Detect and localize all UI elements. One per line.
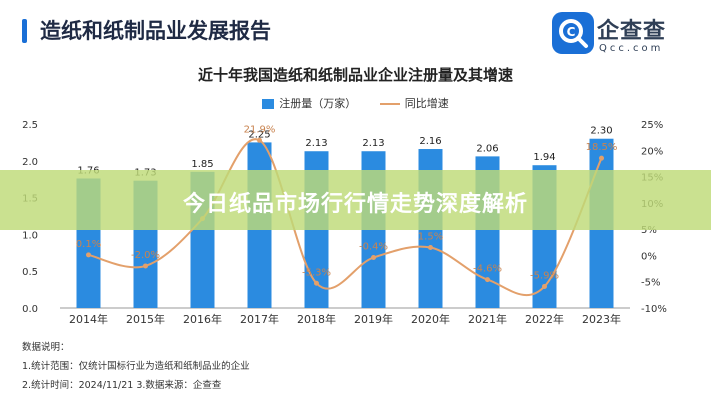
y-right-tick-label: 5%: [641, 225, 657, 236]
chart-title: 近十年我国造纸和纸制品业企业注册量及其增速: [197, 66, 513, 84]
legend-line-swatch: [379, 103, 400, 105]
y-right-tick-label: -5%: [641, 278, 660, 289]
y-left-tick-label: 0.0: [22, 304, 38, 315]
data-notes: 数据说明： 1.统计范围：仅统计国标行业为造纸和纸制品业的企业 2.统计时间：2…: [22, 338, 250, 395]
growth-value-label: -5.3%: [302, 267, 331, 278]
growth-point: [143, 263, 148, 269]
y-left-tick-label: 1.0: [22, 230, 38, 241]
y-left-tick-label: 0.5: [22, 267, 38, 278]
x-tick-label: 2021年: [468, 312, 507, 326]
report-title: 造纸和纸制品业发展报告: [40, 19, 271, 43]
growth-point: [257, 137, 262, 143]
qcc-logo: C 企查查 Qcc.com: [551, 11, 691, 59]
growth-point: [428, 245, 433, 251]
y-right-tick-label: 0%: [641, 251, 657, 262]
svg-text:C: C: [567, 25, 576, 39]
growth-value-label: 0.1%: [76, 239, 101, 250]
x-tick-label: 2016年: [183, 312, 222, 326]
growth-point: [485, 277, 490, 283]
legend-item-growth: 同比增速: [379, 95, 449, 111]
bar-value-label: 2.13: [305, 138, 327, 149]
bar-value-label: 1.94: [533, 152, 555, 163]
growth-point: [371, 255, 376, 261]
x-tick-label: 2014年: [69, 312, 108, 326]
legend-label-growth: 同比增速: [404, 97, 449, 110]
notes-line-1: 1.统计范围：仅统计国标行业为造纸和纸制品业的企业: [22, 361, 250, 372]
bar-value-label: 2.13: [362, 138, 384, 149]
y-left-tick-label: 2.0: [22, 157, 38, 168]
bar-value-label: 2.30: [590, 126, 612, 137]
y-right-tick-label: 25%: [641, 120, 663, 131]
qcc-logo-icon: C: [552, 12, 594, 54]
growth-value-label: 18.5%: [586, 142, 618, 153]
legend-item-registrations: 注册量（万家）: [262, 95, 356, 111]
logo-name: 企查查: [597, 19, 667, 44]
x-tick-label: 2015年: [126, 312, 165, 326]
chart-legend: 注册量（万家） 同比增速: [0, 95, 711, 111]
growth-value-label: 21.9%: [244, 124, 276, 135]
bar-value-label: 2.16: [419, 136, 441, 147]
notes-heading: 数据说明：: [22, 342, 70, 353]
bar-value-label: 1.85: [191, 159, 213, 170]
logo-domain: Qcc.com: [599, 43, 664, 54]
growth-point: [599, 155, 604, 161]
growth-value-label: -4.6%: [473, 264, 502, 275]
banner-text: 今日纸品市场行行情走势深度解析: [182, 192, 528, 217]
title-accent-bar: [22, 19, 27, 43]
growth-series-line: [88, 138, 603, 297]
x-tick-label: 2023年: [582, 312, 621, 326]
legend-bar-swatch: [262, 99, 275, 109]
growth-value-label: 1.5%: [418, 232, 443, 243]
growth-point: [86, 252, 91, 258]
y-right-tick-label: -10%: [641, 304, 667, 315]
bar-value-label: 2.06: [476, 143, 498, 154]
overlay-banner: [0, 170, 711, 230]
x-tick-label: 2019年: [354, 312, 393, 326]
growth-point: [542, 283, 547, 289]
bar-value-label: 2.25: [248, 129, 270, 140]
x-tick-label: 2020年: [411, 312, 450, 326]
growth-point: [314, 280, 319, 286]
growth-value-label: -0.4%: [359, 242, 388, 253]
y-left-tick-label: 2.5: [22, 120, 38, 131]
x-tick-label: 2017年: [240, 312, 279, 326]
y-right-tick-label: 20%: [641, 146, 663, 157]
legend-label-registrations: 注册量（万家）: [279, 97, 357, 110]
growth-value-label: -5.9%: [530, 270, 559, 281]
report-header: 造纸和纸制品业发展报告 C 企查查 Qcc.com: [0, 0, 711, 62]
notes-line-2: 2.统计时间：2024/11/21 3.数据来源：企查查: [22, 380, 222, 391]
x-tick-label: 2018年: [297, 312, 336, 326]
growth-value-label: -2.0%: [131, 250, 160, 261]
x-tick-label: 2022年: [525, 312, 564, 326]
